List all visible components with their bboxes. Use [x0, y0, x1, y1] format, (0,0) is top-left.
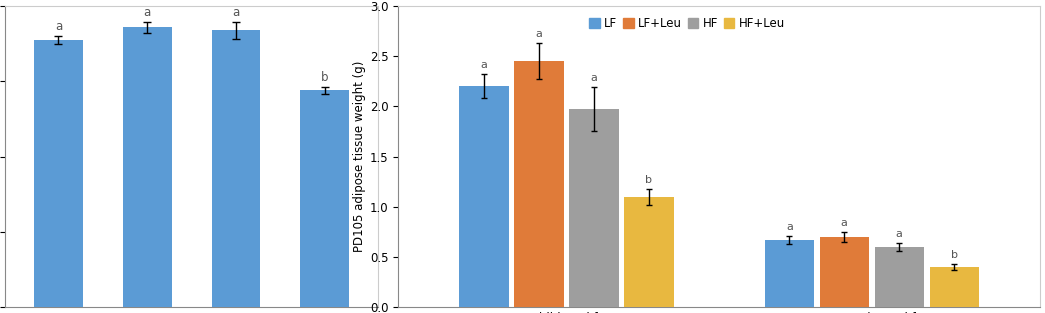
Bar: [875, 247, 924, 307]
Bar: [514, 61, 563, 307]
Bar: [765, 240, 814, 307]
Text: b: b: [951, 250, 958, 260]
Bar: [34, 40, 83, 307]
Text: a: a: [143, 6, 150, 19]
Bar: [123, 27, 171, 307]
Text: a: a: [841, 218, 847, 228]
Text: a: a: [896, 228, 903, 239]
Bar: [212, 30, 260, 307]
Text: a: a: [786, 222, 793, 232]
Text: a: a: [481, 60, 487, 70]
Bar: [300, 90, 349, 307]
Bar: [929, 267, 979, 307]
Bar: [570, 110, 619, 307]
Bar: [819, 237, 869, 307]
Legend: LF, LF+Leu, HF, HF+Leu: LF, LF+Leu, HF, HF+Leu: [584, 12, 789, 35]
Text: b: b: [321, 71, 328, 84]
Bar: [624, 197, 674, 307]
Text: a: a: [535, 29, 542, 39]
Text: a: a: [590, 73, 598, 83]
Y-axis label: PD105 adipose tissue weight (g): PD105 adipose tissue weight (g): [353, 61, 366, 252]
Text: a: a: [232, 6, 239, 19]
Text: a: a: [55, 20, 62, 33]
Bar: [459, 86, 509, 307]
Text: b: b: [646, 175, 652, 185]
